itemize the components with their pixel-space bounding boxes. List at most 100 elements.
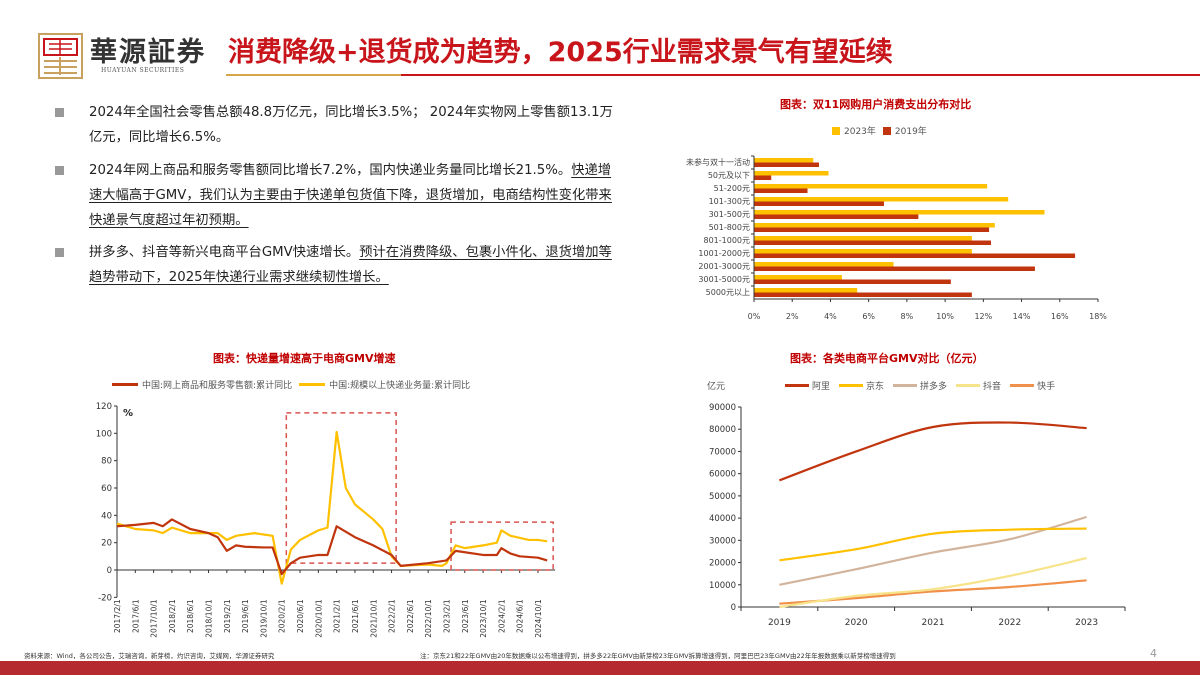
- y-tick-label: 20000: [709, 559, 736, 569]
- bar-2019: [754, 201, 884, 206]
- y-tick-label: 40000: [709, 514, 736, 524]
- x-tick-label: 2020/10/1: [314, 599, 323, 638]
- x-tick-label: 2020: [845, 618, 868, 628]
- bar-legend: 2023年 2019年: [832, 124, 927, 137]
- legend-swatch-2019: [882, 126, 891, 135]
- x-tick-label: 2022/6/1: [406, 599, 415, 633]
- x-tick-label: 12%: [974, 312, 992, 321]
- y-tick-label: 60000: [709, 470, 736, 480]
- gmv-ylabel: 亿元: [707, 382, 726, 392]
- bar-2023: [754, 262, 894, 267]
- x-tick-label: 2021/10/1: [369, 599, 378, 638]
- legend-label: 京东: [866, 382, 885, 392]
- footer-bar: [0, 661, 1200, 675]
- line-chart-title: 图表：快递量增速高于电商GMV增速: [213, 352, 396, 365]
- x-tick-label: 18%: [1089, 312, 1107, 321]
- legend-swatch-2023: [832, 126, 840, 135]
- series-line-express-volume: [116, 430, 548, 585]
- x-tick-label: 2021/6/1: [351, 599, 360, 633]
- x-tick-label: 2023/2/1: [442, 599, 451, 633]
- highlight-box-2023-2024: [450, 521, 554, 571]
- x-tick-label: 16%: [1051, 312, 1069, 321]
- express-vs-gmv-chart: -20 0 20 40 60 80 100 120% 2017/2/1 2017/6/1 2017/…: [96, 402, 556, 638]
- bar-2023: [754, 210, 1045, 215]
- line-legend: 中国:网上商品和服务零售额:累计同比 中国:规模以上快递业务量:累计同比: [112, 378, 470, 391]
- bar-2023: [754, 249, 972, 254]
- bullet-square-icon: [55, 248, 64, 257]
- category-label: 5000元以上: [706, 288, 750, 297]
- category-label: 50元及以下: [708, 171, 750, 180]
- y-tick-label: 80: [101, 457, 112, 467]
- series-line-抖音: [779, 557, 1087, 609]
- y-tick-label: 30000: [709, 536, 736, 546]
- bar-2023: [754, 171, 829, 176]
- bar-2023: [754, 236, 972, 241]
- y-tick-label: 70000: [709, 447, 736, 457]
- bullet-3: 拼多多、抖音等新兴电商平台GMV快速增长。预计在消费降级、包裹小件化、退货增加等…: [55, 240, 615, 290]
- y-tick-label: 0: [731, 603, 736, 613]
- bar-2019: [754, 292, 972, 297]
- x-tick-label: 2022/10/1: [424, 599, 433, 638]
- bullet-text: 2024年网上商品和服务零售额同比增长7.2%，国内快递业务量同比增长21.5%…: [89, 163, 572, 178]
- y-tick-label: 120: [96, 402, 112, 412]
- x-tick-label: 2019: [768, 618, 791, 628]
- x-tick-label: 2021/2/1: [333, 599, 342, 633]
- category-label: 101-300元: [709, 197, 750, 206]
- title-rule-red: [401, 74, 1200, 76]
- bar-2023: [754, 288, 858, 293]
- bar-2019: [754, 266, 1035, 271]
- legend-swatch: [956, 384, 981, 387]
- y-tick-label: 90000: [709, 403, 736, 413]
- y-tick-label: 40: [101, 511, 112, 521]
- category-label: 1001-2000元: [698, 249, 750, 258]
- bar-2019: [754, 188, 808, 193]
- series-line-阿里: [779, 421, 1087, 482]
- x-tick-label: 2022/2/1: [388, 599, 397, 633]
- x-tick-label: 2018/6/1: [186, 599, 195, 633]
- category-label: 未参与双十一活动: [686, 157, 750, 167]
- legend-swatch: [785, 384, 809, 387]
- bullet-text: 2024年全国社会零售总额48.8万亿元，同比增长3.5%； 2024年实物网上…: [89, 105, 613, 145]
- x-tick-label: 2023: [1075, 618, 1098, 628]
- x-tick-label: 2018/2/1: [168, 599, 177, 633]
- series-line-拼多多: [779, 515, 1087, 586]
- legend-swatch: [299, 383, 326, 386]
- legend-label: 2023年: [844, 127, 876, 137]
- x-tick-label: 2020/6/1: [296, 599, 305, 633]
- brand-name-en: HUAYUAN SECURITIES: [101, 67, 185, 74]
- y-tick-label: 50000: [709, 492, 736, 502]
- legend-label: 中国:规模以上快递业务量:累计同比: [329, 381, 471, 391]
- category-label: 501-800元: [709, 223, 750, 232]
- bullet-square-icon: [55, 108, 64, 117]
- y-tick-label: 80000: [709, 425, 736, 435]
- gmv-chart: 0 10000 20000 30000 40000 50000 60000 70000 8000…: [709, 403, 1126, 628]
- y-tick-label: 10000: [709, 581, 736, 591]
- legend-swatch: [839, 384, 864, 387]
- x-tick-label: 2017/10/1: [150, 599, 159, 638]
- page-number: 4: [1150, 647, 1157, 660]
- bar-2023: [754, 275, 842, 280]
- series-line-online-retail: [116, 518, 548, 576]
- bar-chart-title: 图表：双11网购用户消费支出分布对比: [780, 98, 972, 111]
- bar-2023: [754, 197, 1009, 202]
- x-tick-label: 4%: [824, 312, 837, 321]
- footnote: 注：京东21和22年GMV由20年数据乘以公布增速得到，拼多多22年GMV由新芽…: [420, 652, 896, 660]
- x-tick-label: 2017/6/1: [131, 599, 140, 633]
- bullet-square-icon: [55, 166, 64, 175]
- x-tick-label: 2024/10/1: [534, 599, 543, 638]
- brand-name: 華源証券: [90, 37, 206, 68]
- bullet-underlined-text: 快递增速大幅高于GMV，我们认为主要由于快递单包货值下降，退货增加，电商结构性变…: [89, 163, 612, 228]
- x-tick-label: 2024/6/1: [516, 599, 525, 633]
- legend-label: 快手: [1037, 382, 1056, 392]
- bullet-1: 2024年全国社会零售总额48.8万亿元，同比增长3.5%； 2024年实物网上…: [55, 100, 615, 150]
- x-tick-label: 2017/2/1: [113, 599, 122, 633]
- x-tick-label: 2022: [998, 618, 1021, 628]
- bullet-2: 2024年网上商品和服务零售额同比增长7.2%，国内快递业务量同比增长21.5%…: [55, 158, 615, 233]
- x-tick-label: 2021: [922, 618, 945, 628]
- bar-chart: 未参与双十一活动 50元及以下 51-200元 101-300元 301-500元 501…: [686, 155, 1107, 321]
- x-tick-label: 2024/2/1: [497, 599, 506, 633]
- gmv-chart-title: 图表：各类电商平台GMV对比（亿元）: [790, 352, 984, 365]
- x-tick-label: 10%: [936, 312, 954, 321]
- legend-label: 中国:网上商品和服务零售额:累计同比: [142, 381, 293, 391]
- source-note: 资料来源：Wind，各公司公告，艾瑞咨询，新芽榜，灼识咨询，艾媒网，华源证券研究: [24, 652, 275, 660]
